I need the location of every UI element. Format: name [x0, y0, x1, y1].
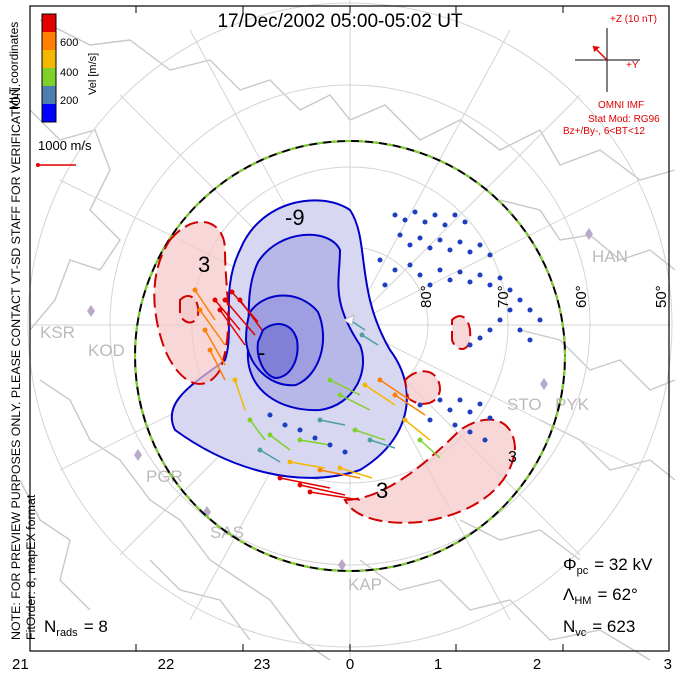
mlt-tick-1: 1 — [434, 656, 442, 673]
station-han: HAN — [592, 247, 628, 266]
mlt-tick-0: 0 — [346, 656, 354, 673]
lat-label-50: 50° — [653, 285, 670, 308]
colorbar-tick-600: 600 — [60, 37, 78, 49]
imf-model: Stat Mod: RG96 — [588, 114, 660, 125]
imf-dial: +Z (10 nT) +Y OMNI IMF Stat Mod: RG96 Bz… — [563, 14, 660, 137]
pole-marker — [342, 314, 355, 326]
imf-condition: Bz+/By-, 6<BT<12 — [563, 126, 645, 137]
latitude-labels: 80° 70° 60° 50° — [418, 285, 670, 308]
contour-label-min: - — [258, 340, 265, 365]
map-title: 17/Dec/2002 05:00-05:02 UT — [217, 11, 462, 32]
negative-cell — [170, 199, 408, 479]
mlt-tick-2: 2 — [533, 656, 541, 673]
lambda-hm-stat: ΛHM = 62° — [563, 585, 638, 607]
vectors-red — [212, 289, 361, 501]
hm-boundary-green — [134, 140, 566, 572]
color-bar: 600 400 200 Vel [m/s] — [41, 13, 99, 123]
imf-y-label: +Y — [626, 60, 639, 71]
mlt-tick-21: 21 — [12, 656, 29, 673]
n-vc-stat: Nvc = 623 — [563, 617, 635, 639]
n-rads-stat: Nrads = 8 — [44, 617, 108, 639]
contour-label-pos-1: 3 — [198, 252, 210, 277]
lat-label-80: 80° — [418, 285, 435, 308]
stats-block: Φpc = 32 kV ΛHM = 62° Nvc = 623 Nrads = 8 — [44, 555, 653, 639]
contour-label-neg: -9 — [285, 205, 305, 230]
colorbar-label: Vel [m/s] — [87, 53, 99, 95]
station-pgr: PGR — [146, 467, 183, 486]
mlt-coordinates-label: MLT coordinates — [7, 22, 21, 110]
mlt-tick-3: 3 — [664, 656, 672, 673]
vectors-blue — [267, 209, 543, 455]
positive-cells — [153, 221, 517, 524]
station-labels: HAN KSR KOD PGR SAS KAP STO PYK — [40, 247, 628, 594]
colorbar-tick-200: 200 — [60, 95, 78, 107]
mlt-tick-22: 22 — [158, 656, 175, 673]
station-kod: KOD — [88, 341, 125, 360]
mlt-tick-23: 23 — [254, 656, 271, 673]
phi-pc-stat: Φpc = 32 kV — [563, 555, 653, 577]
vectors-yellow — [232, 377, 431, 479]
mlt-tick-labels: 21 22 23 0 1 2 3 — [12, 656, 672, 673]
velocity-scale: 1000 m/s — [36, 138, 92, 167]
imf-source: OMNI IMF — [598, 100, 644, 111]
velocity-scale-label: 1000 m/s — [38, 138, 92, 153]
fit-order-note: FitOrder: 8, mapEX format — [24, 494, 38, 640]
station-pyk: PYK — [555, 395, 590, 414]
station-ksr: KSR — [40, 323, 75, 342]
contour-label-pos-2: 3 — [376, 478, 388, 503]
imf-z-label: +Z (10 nT) — [610, 14, 657, 25]
colorbar-tick-400: 400 — [60, 67, 78, 79]
station-sto: STO — [507, 395, 542, 414]
mlt-axis — [29, 6, 670, 651]
contour-label-pos-3: 3 — [508, 449, 517, 466]
lat-label-70: 70° — [495, 285, 512, 308]
lat-label-60: 60° — [573, 285, 590, 308]
station-kap: KAP — [348, 575, 382, 594]
vectors-orange — [192, 287, 426, 479]
velocity-vectors — [192, 209, 543, 501]
contour-labels: -9 3 - 3 3 — [198, 205, 517, 503]
vectors-green — [247, 377, 441, 459]
preview-note: NOTE: FOR PREVIEW PURPOSES ONLY. PLEASE … — [9, 84, 23, 640]
